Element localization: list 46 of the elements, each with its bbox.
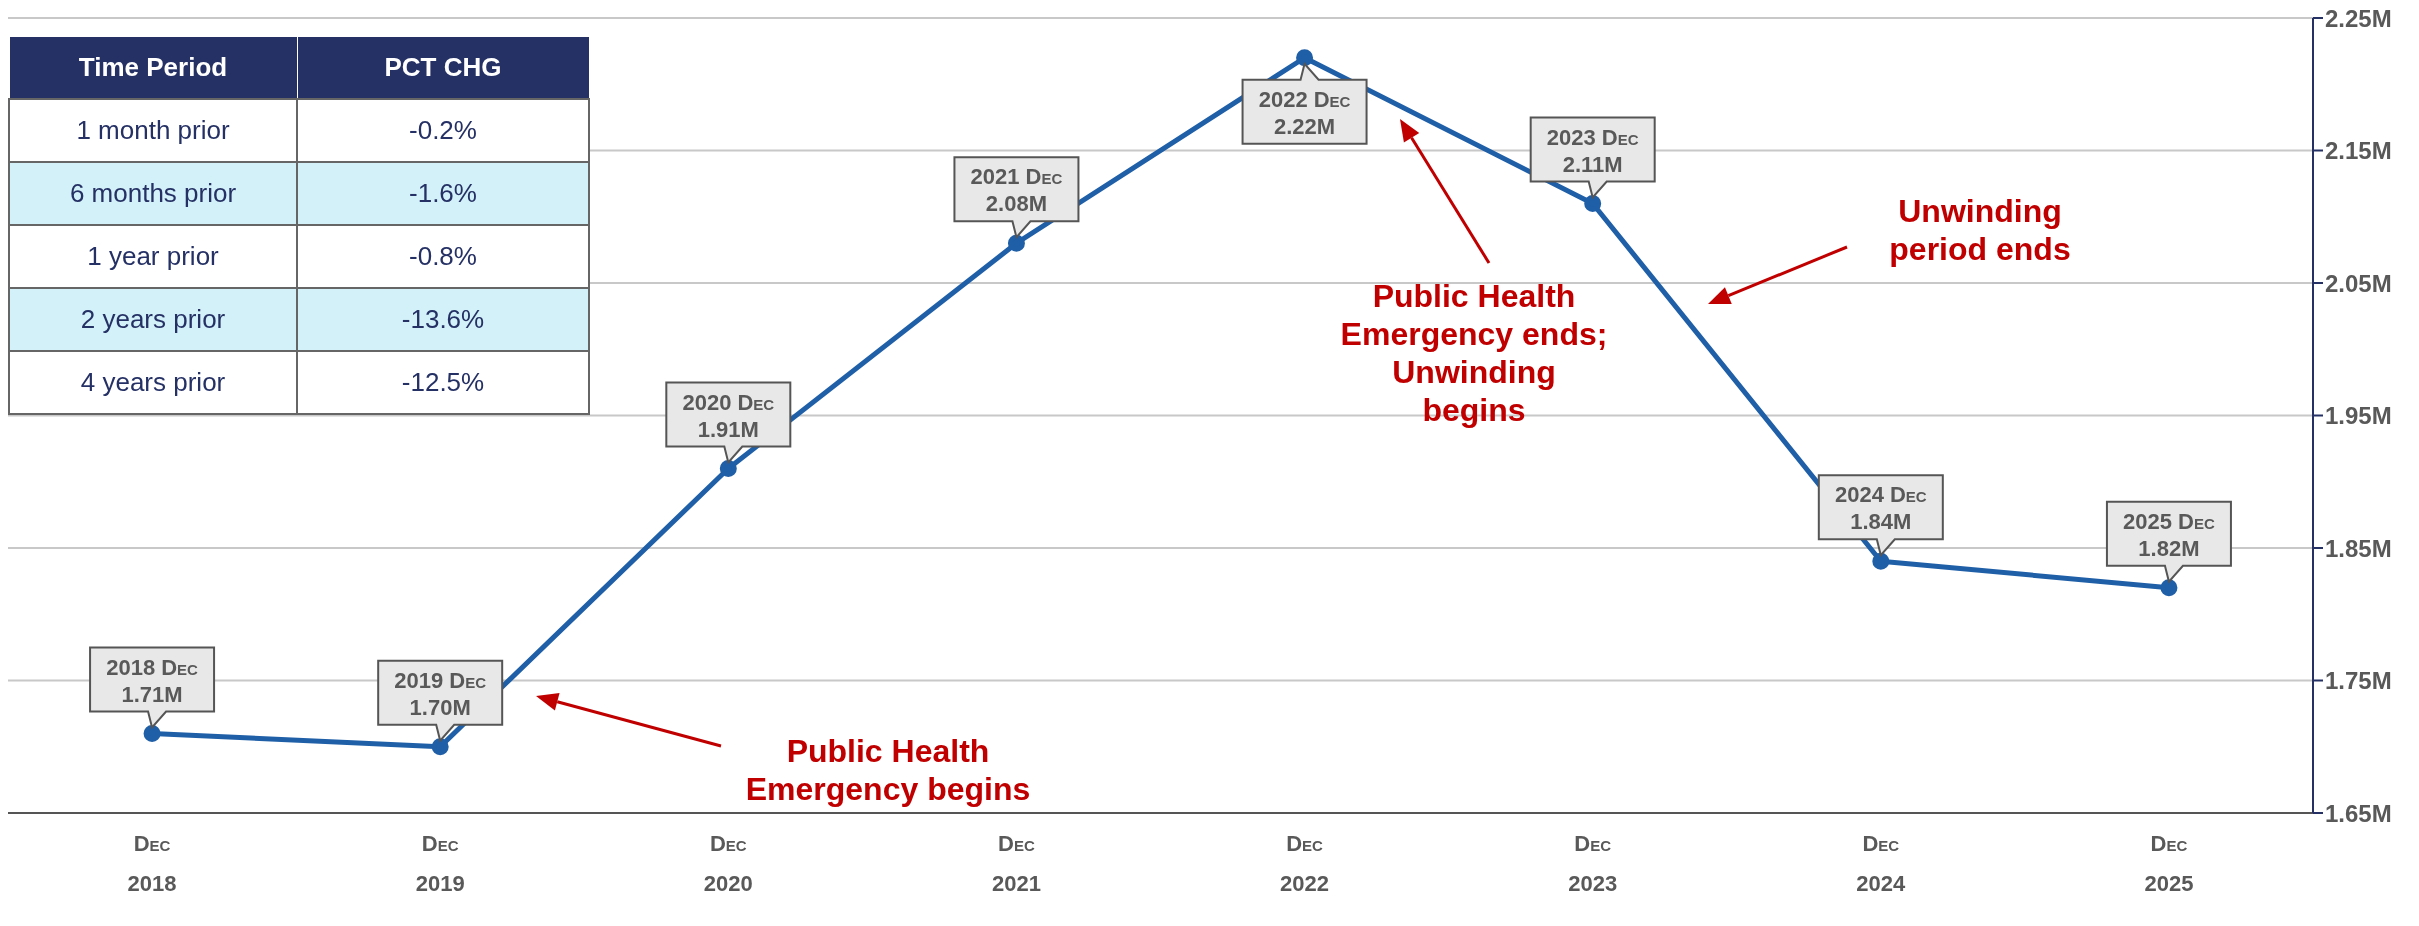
annotation: PCT CHG [297, 36, 589, 99]
point [2160, 579, 2178, 597]
annotation: Public Health Emergency ends; Unwinding begins [1339, 277, 1609, 429]
x-tick-label: Dec 2024 [1856, 831, 1907, 896]
text: 2020 Dec 1.91M [682, 389, 775, 442]
annotation: Time Period [9, 36, 297, 99]
annotation: 2 years prior [9, 287, 297, 351]
annotation: -12.5% [297, 350, 589, 414]
y-tick-label: 1.95M [2325, 402, 2392, 430]
annotation: -0.8% [297, 224, 589, 288]
text: 2025 Dec 1.82M [2123, 508, 2215, 561]
text: 2021 Dec 2.08M [970, 164, 1063, 217]
text: 2023 Dec 2.11M [1546, 124, 1639, 177]
x-tick-label: Dec 2025 [2144, 831, 2194, 896]
annotation: 1 month prior [9, 98, 297, 162]
x-tick-label: Dec 2018 [127, 831, 177, 896]
x-tick-label: Dec 2020 [703, 831, 753, 896]
y-tick-label: 2.05M [2325, 269, 2392, 297]
point [719, 460, 737, 477]
annotation: 4 years prior [9, 350, 297, 414]
annotation: -0.2% [297, 98, 589, 162]
point [1584, 195, 1602, 212]
point [1872, 552, 1890, 570]
x-tick-label: Dec 2021 [991, 831, 1041, 896]
x-tick-label: Dec 2019 [415, 831, 465, 896]
x-tick-label: Dec 2023 [1568, 831, 1618, 896]
x-tick-label: Dec 2022 [1280, 831, 1330, 896]
text: 2022 Dec 2.22M [1258, 86, 1351, 139]
annotation: 6 months prior [9, 161, 297, 225]
y-tick-label: 2.25M [2325, 4, 2392, 32]
annotation: 1 year prior [9, 224, 297, 288]
text: 2024 Dec 1.84M [1834, 482, 1927, 535]
annotation: -13.6% [297, 287, 589, 351]
y-tick-label: 1.85M [2325, 534, 2392, 562]
point [143, 725, 161, 742]
point [1007, 234, 1025, 252]
y-tick-label: 1.75M [2325, 667, 2392, 695]
point [1296, 49, 1314, 67]
point [431, 738, 449, 756]
annotation: -1.6% [297, 161, 589, 225]
annotation: Public Health Emergency begins [744, 732, 1032, 808]
text: 2018 Dec 1.71M [106, 654, 198, 707]
y-tick-label: 2.15M [2325, 137, 2392, 165]
y-tick-label: 1.65M [2325, 799, 2392, 827]
text: 2019 Dec 1.70M [394, 667, 487, 720]
annotation: Unwinding period ends [1888, 192, 2072, 268]
